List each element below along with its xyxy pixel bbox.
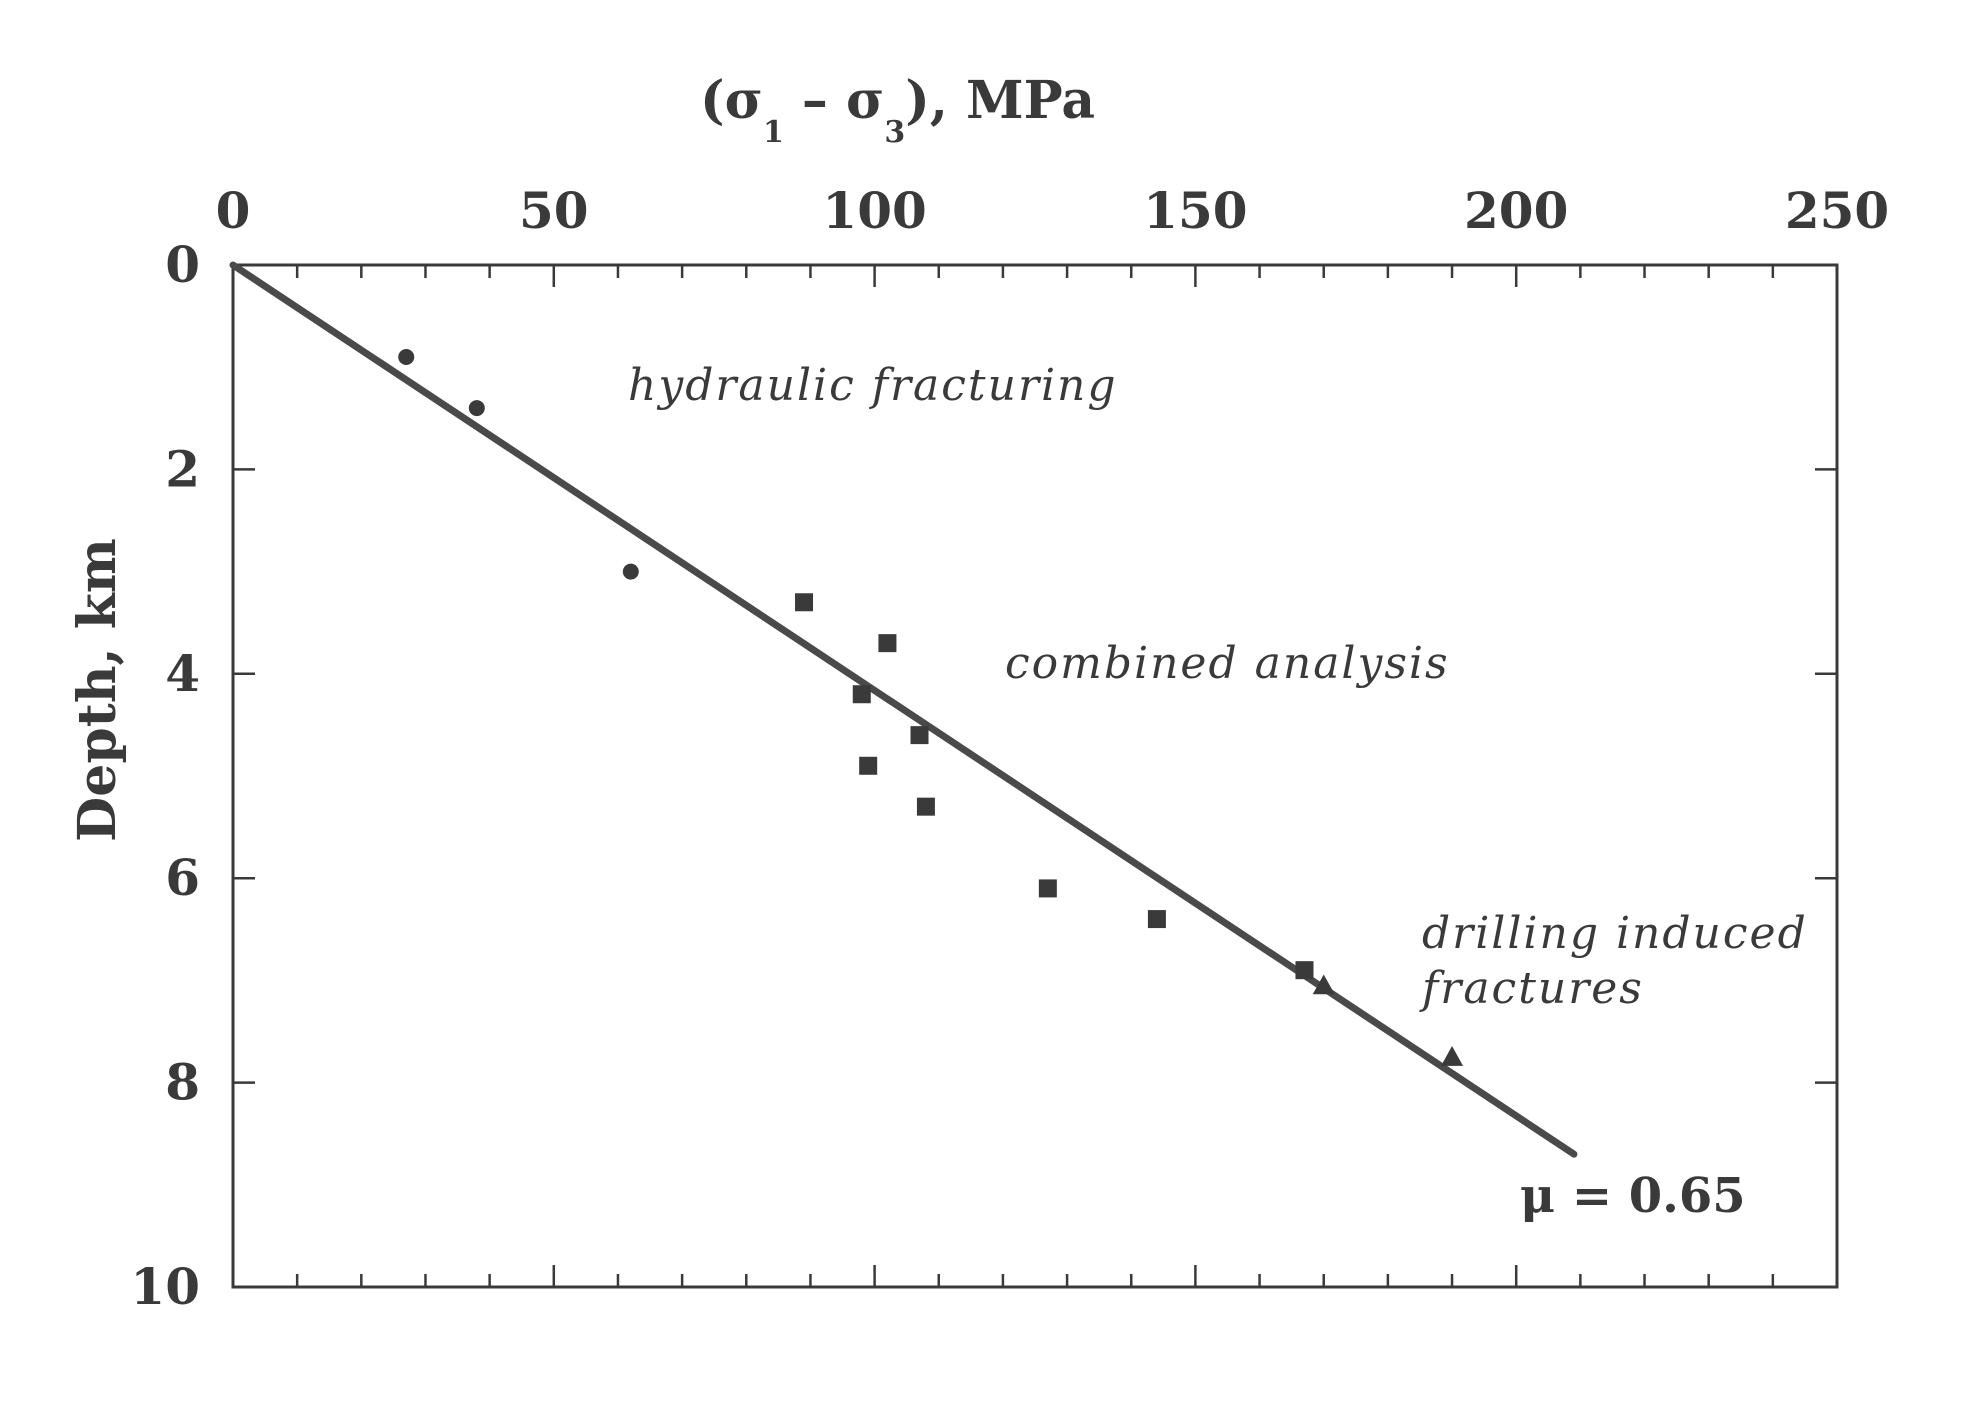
- data-point-square: [916, 797, 935, 816]
- annotation-drilling-2: fractures: [1419, 963, 1644, 1014]
- annotation-combined: combined analysis: [1005, 638, 1450, 689]
- data-point-circle: [622, 563, 639, 580]
- annotation-hydraulic: hydraulic fracturing: [628, 360, 1118, 411]
- annotation-mu: μ = 0.65: [1520, 1168, 1746, 1224]
- data-point-triangle: [1441, 1046, 1464, 1066]
- x-axis-title-minus: – σ: [784, 70, 885, 131]
- data-point-square: [1147, 910, 1166, 929]
- x-axis-title-sub1: 1: [763, 115, 784, 150]
- data-point-circle: [468, 400, 485, 417]
- ticks: [231, 263, 1839, 1289]
- data-point-square: [795, 593, 814, 612]
- fit-line-group: [229, 261, 1578, 1158]
- x-tick-label: 200: [1464, 181, 1568, 240]
- y-tick-label: 4: [165, 644, 200, 703]
- data-point-square: [878, 634, 897, 653]
- data-point-square: [859, 756, 878, 775]
- fit-line: [229, 261, 1578, 1158]
- y-axis-title: Depth, km: [67, 538, 128, 842]
- y-tick-label: 8: [165, 1053, 200, 1112]
- x-tick-label: 100: [822, 181, 926, 240]
- data-point-square: [910, 726, 929, 745]
- x-axis-title-open: (σ: [700, 70, 763, 131]
- x-tick-label: 150: [1143, 181, 1247, 240]
- x-tick-label: 50: [519, 181, 589, 240]
- data-point-triangle: [1312, 974, 1335, 995]
- x-tick-labels: 0 50 100 150 200 250: [216, 181, 1890, 240]
- data-point-circle: [398, 348, 415, 365]
- x-tick-label: 250: [1785, 181, 1889, 240]
- y-tick-labels: 0 2 4 6 8 10: [130, 235, 200, 1316]
- data-point-square: [1038, 879, 1057, 898]
- data-point-square: [852, 685, 871, 704]
- annotation-drilling-1: drilling induced: [1422, 908, 1808, 959]
- y-tick-label: 2: [165, 439, 200, 498]
- y-tick-label: 0: [165, 235, 200, 294]
- data-point-square: [1295, 961, 1314, 980]
- plot-frame: [231, 263, 1839, 1289]
- x-axis-title: (σ1 – σ3), MPa: [700, 70, 1095, 150]
- y-tick-label: 10: [130, 1257, 200, 1316]
- x-axis-title-close: ), MPa: [905, 70, 1095, 131]
- y-tick-label: 6: [165, 848, 200, 907]
- x-axis-title-sub3: 3: [884, 115, 905, 150]
- data-points: [398, 348, 1464, 1066]
- x-tick-label: 0: [216, 181, 251, 240]
